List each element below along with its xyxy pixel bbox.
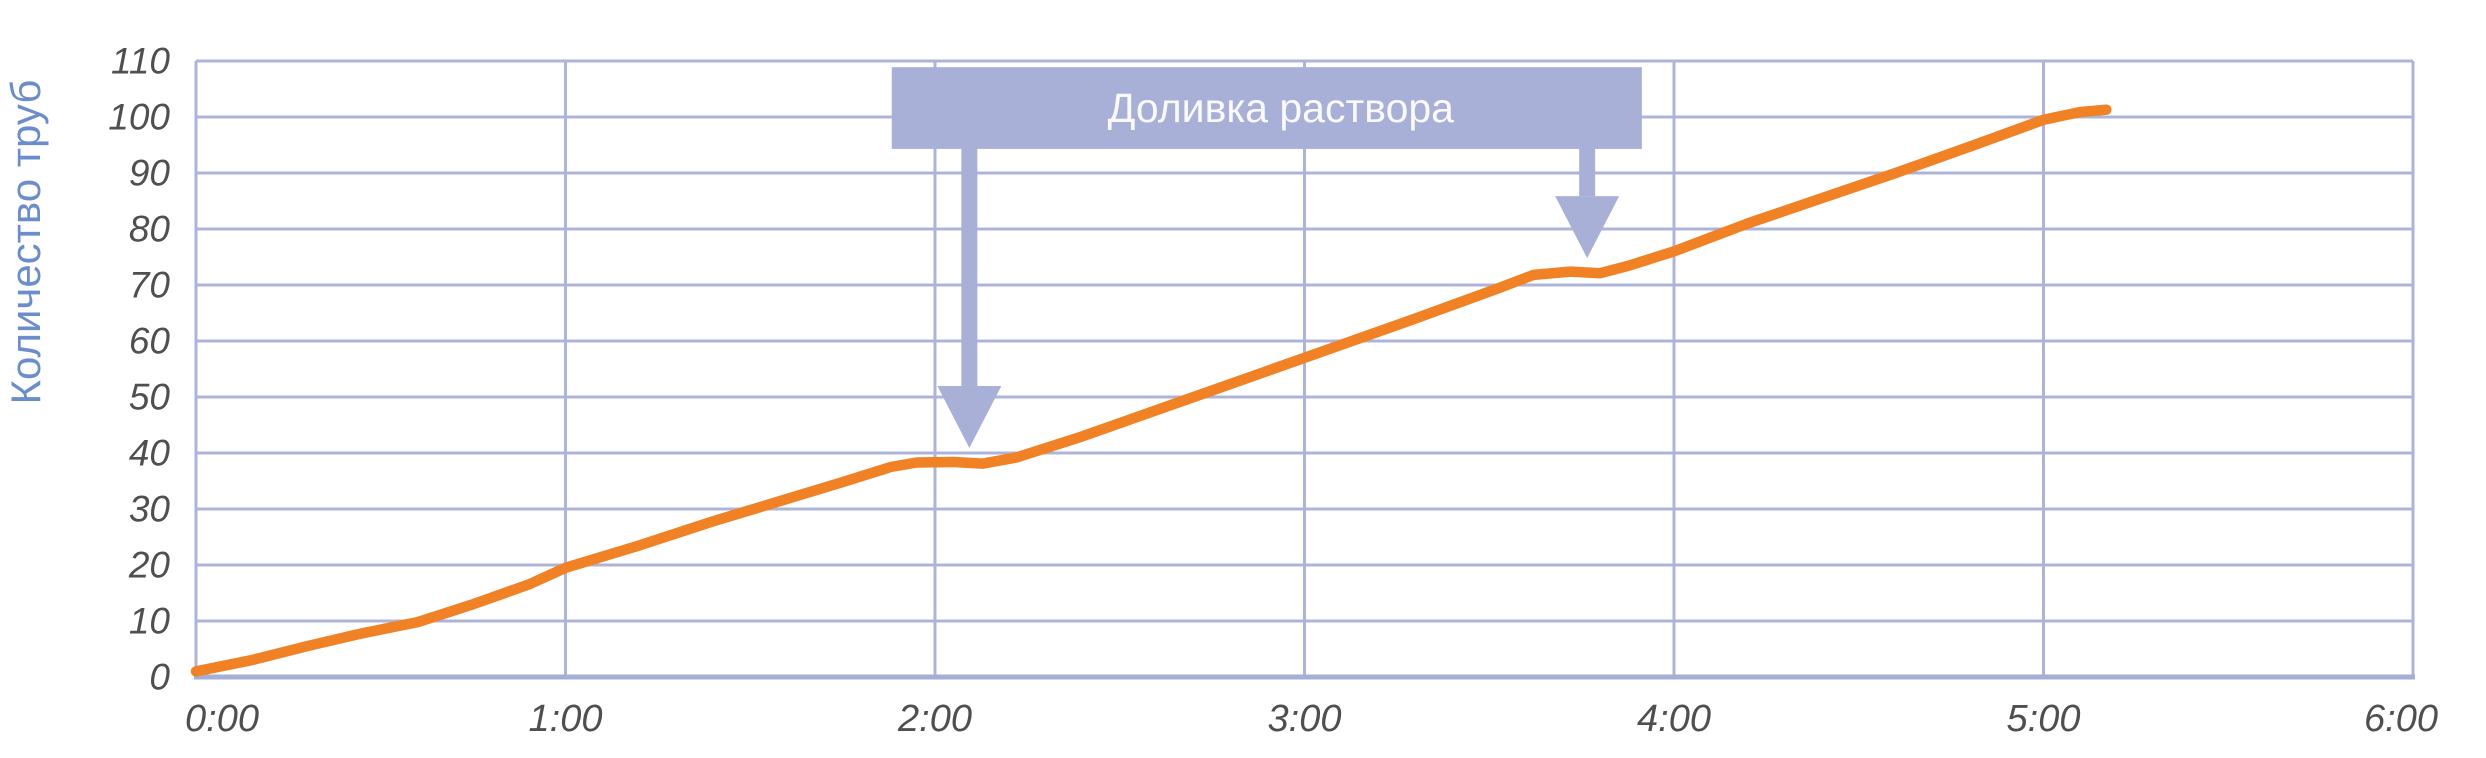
y-tick-label-50: 50 (129, 377, 171, 418)
y-tick-label-80: 80 (129, 209, 171, 250)
annotation-arrow-head-2 (1555, 196, 1620, 259)
y-tick-label-90: 90 (129, 153, 171, 194)
annotation-arrow-shaft-2 (1579, 146, 1596, 197)
plot-border (194, 59, 2415, 680)
annotation-arrow-shaft-1 (961, 146, 978, 386)
y-tick-label-10: 10 (129, 601, 171, 642)
annotation-callout: Доливка раствора (891, 67, 1642, 448)
y-axis-title: Количество труб (2, 80, 49, 405)
y-tick-label-110: 110 (111, 41, 170, 82)
annotation-arrows (937, 146, 1620, 448)
y-tick-label-60: 60 (129, 321, 171, 362)
y-tick-label-100: 100 (108, 97, 170, 138)
annotation-arrow-head-1 (937, 385, 1002, 448)
x-tick-label-6:00: 6:00 (2364, 698, 2438, 740)
y-tick-labels: 0 10 20 30 40 50 60 70 80 90 100 110 (108, 41, 170, 698)
x-tick-label-4:00: 4:00 (1637, 698, 1711, 740)
annotation-banner-label: Доливка раствора (1108, 85, 1455, 131)
y-tick-label-40: 40 (129, 433, 171, 474)
x-tick-labels: 0:00 1:00 2:00 3:00 4:00 5:00 6:00 (185, 698, 2438, 740)
y-tick-label-0: 0 (149, 657, 170, 698)
x-tick-label-0:00: 0:00 (185, 698, 259, 740)
vertical-gridlines (564, 61, 2045, 677)
x-tick-label-5:00: 5:00 (2007, 698, 2081, 740)
y-tick-label-20: 20 (128, 545, 171, 586)
x-tick-label-1:00: 1:00 (529, 698, 603, 740)
annotation-banner (891, 67, 1642, 149)
x-tick-label-2:00: 2:00 (897, 698, 972, 740)
y-tick-label-30: 30 (129, 489, 171, 530)
series-line-pipes (190, 104, 2112, 677)
x-tick-label-3:00: 3:00 (1268, 698, 1342, 740)
y-tick-label-70: 70 (129, 265, 171, 306)
